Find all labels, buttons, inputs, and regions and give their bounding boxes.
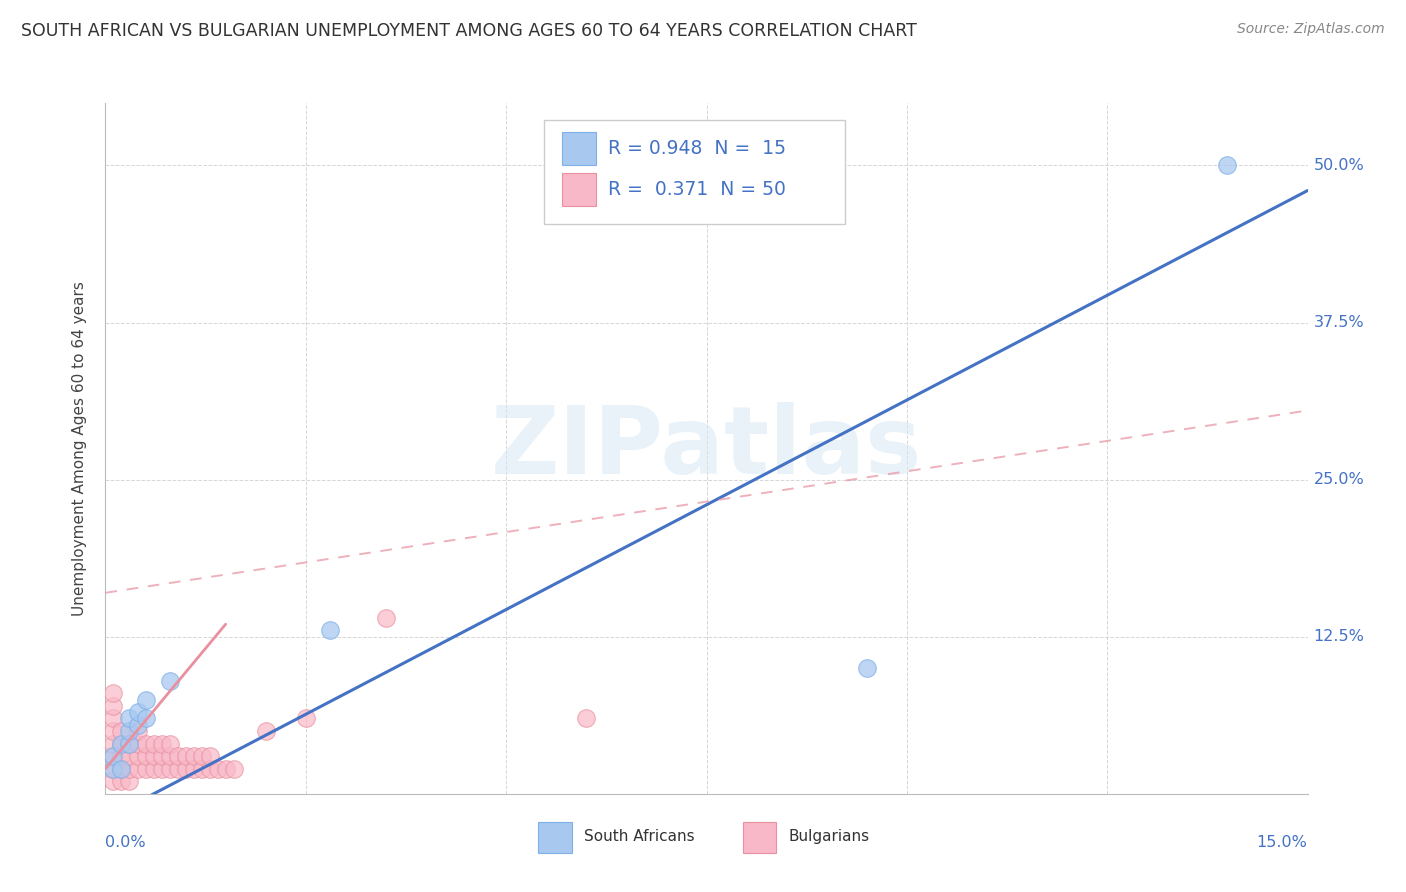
Text: ZIPatlas: ZIPatlas [491,402,922,494]
Point [1216,158,1239,172]
Bar [538,822,572,853]
Point [127,724,149,739]
Point [110,737,132,751]
Text: 15.0%: 15.0% [1257,835,1308,850]
Point [183,762,205,776]
Text: SOUTH AFRICAN VS BULGARIAN UNEMPLOYMENT AMONG AGES 60 TO 64 YEARS CORRELATION CH: SOUTH AFRICAN VS BULGARIAN UNEMPLOYMENT … [21,22,917,40]
Point [142,762,165,776]
Point [118,774,141,789]
Point [110,762,132,776]
Point [110,737,132,751]
Point [110,762,132,776]
Point [103,724,125,739]
Point [855,661,877,675]
Point [575,711,598,725]
Point [103,737,125,751]
Bar [742,822,776,853]
Point [374,611,398,625]
Point [183,749,205,764]
Point [190,762,212,776]
Point [190,749,212,764]
Point [142,749,165,764]
Point [159,762,181,776]
Text: 0.0%: 0.0% [105,835,146,850]
Point [118,737,141,751]
Text: R =  0.371  N = 50: R = 0.371 N = 50 [607,180,786,199]
Point [127,749,149,764]
Point [207,762,229,776]
Text: 12.5%: 12.5% [1313,629,1364,644]
Point [118,749,141,764]
Point [174,749,197,764]
Point [135,711,157,725]
Point [222,762,245,776]
Point [118,711,141,725]
Text: Source: ZipAtlas.com: Source: ZipAtlas.com [1237,22,1385,37]
Point [198,762,221,776]
Point [159,749,181,764]
Text: 25.0%: 25.0% [1313,472,1364,487]
Point [127,762,149,776]
Point [127,737,149,751]
Point [135,737,157,751]
Point [103,762,125,776]
FancyBboxPatch shape [544,120,845,224]
Point [118,762,141,776]
Point [166,749,188,764]
Point [110,749,132,764]
Point [103,749,125,764]
Point [166,762,188,776]
Point [319,624,342,638]
Point [174,762,197,776]
Point [118,724,141,739]
Point [103,698,125,713]
Text: Bulgarians: Bulgarians [789,830,869,844]
Point [214,762,236,776]
Text: R = 0.948  N =  15: R = 0.948 N = 15 [607,138,786,158]
Point [135,692,157,706]
Point [159,737,181,751]
Point [127,717,149,731]
Point [159,673,181,688]
Text: 50.0%: 50.0% [1313,158,1364,173]
Point [295,711,318,725]
Point [103,762,125,776]
Text: 37.5%: 37.5% [1313,315,1364,330]
Point [135,749,157,764]
Point [103,774,125,789]
Point [150,749,173,764]
Point [150,762,173,776]
Point [103,711,125,725]
Y-axis label: Unemployment Among Ages 60 to 64 years: Unemployment Among Ages 60 to 64 years [72,281,87,615]
Point [198,749,221,764]
Point [150,737,173,751]
Point [103,686,125,700]
Text: South Africans: South Africans [583,830,695,844]
Point [254,724,277,739]
Point [103,749,125,764]
Point [110,774,132,789]
Bar [562,173,596,206]
Point [135,762,157,776]
Point [118,737,141,751]
Point [142,737,165,751]
Point [110,724,132,739]
Point [127,705,149,719]
Bar [562,132,596,165]
